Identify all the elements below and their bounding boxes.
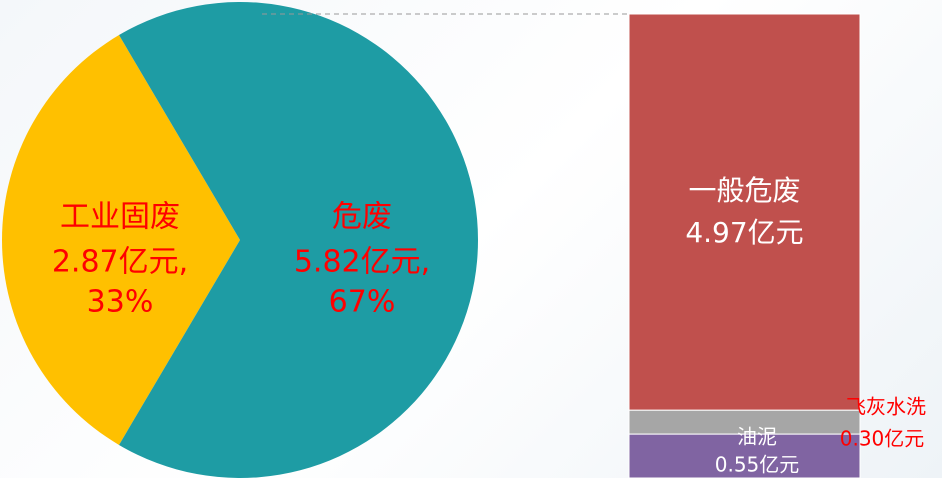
bar-value: 0.55亿元 — [715, 453, 800, 477]
slice-value: 2.87亿元, — [52, 245, 188, 280]
bar-segment — [628, 13, 861, 411]
slice-label: 危废 — [332, 200, 392, 235]
bar-label: 一般危废 — [688, 174, 800, 207]
pie-slice — [119, 2, 479, 478]
bar-segment — [628, 433, 861, 478]
bar-label: 油泥 — [737, 425, 777, 449]
slice-percent: 67% — [329, 285, 396, 320]
slice-label: 工业固废 — [60, 200, 180, 235]
pie-slice — [1, 35, 241, 445]
bar-label: 飞灰水洗 — [846, 395, 926, 419]
bar-value: 4.97亿元 — [685, 216, 803, 249]
slice-percent: 33% — [87, 285, 154, 320]
bar-value: 0.30亿元 — [840, 427, 925, 451]
slice-value: 5.82亿元, — [294, 245, 430, 280]
